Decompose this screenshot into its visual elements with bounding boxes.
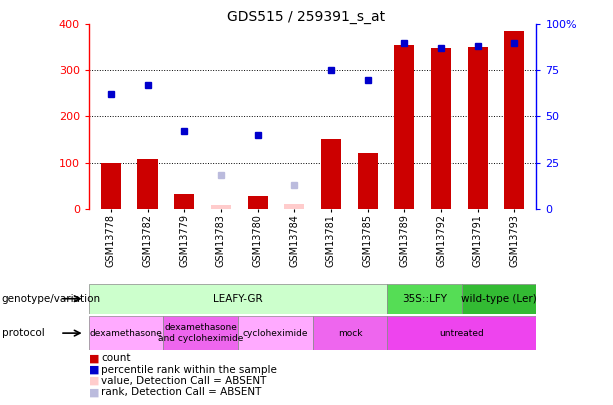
Bar — [101, 164, 121, 209]
Bar — [387, 284, 462, 314]
Text: cycloheximide: cycloheximide — [243, 328, 308, 338]
Text: genotype/variation: genotype/variation — [2, 294, 101, 304]
Text: untreated: untreated — [440, 328, 484, 338]
Bar — [394, 45, 414, 209]
Text: ■: ■ — [89, 354, 99, 363]
Bar — [462, 284, 536, 314]
Text: mock: mock — [338, 328, 362, 338]
Bar — [357, 153, 378, 209]
Text: 35S::LFY: 35S::LFY — [402, 294, 447, 304]
Text: wild-type (Ler): wild-type (Ler) — [461, 294, 537, 304]
Text: ■: ■ — [89, 365, 99, 375]
Bar — [89, 316, 164, 350]
Bar — [211, 205, 231, 209]
Text: protocol: protocol — [2, 328, 45, 338]
Text: percentile rank within the sample: percentile rank within the sample — [101, 365, 277, 375]
Bar — [313, 316, 387, 350]
Bar — [284, 204, 305, 209]
Text: dexamethasone
and cycloheximide: dexamethasone and cycloheximide — [158, 324, 243, 343]
Bar — [164, 316, 238, 350]
Text: value, Detection Call = ABSENT: value, Detection Call = ABSENT — [101, 376, 267, 386]
Bar — [248, 196, 268, 209]
Bar — [431, 48, 451, 209]
Text: count: count — [101, 354, 131, 363]
Bar — [504, 31, 525, 209]
Bar — [89, 284, 387, 314]
Text: LEAFY-GR: LEAFY-GR — [213, 294, 263, 304]
Text: GDS515 / 259391_s_at: GDS515 / 259391_s_at — [227, 10, 386, 24]
Bar — [137, 159, 158, 209]
Text: ■: ■ — [89, 376, 99, 386]
Text: rank, Detection Call = ABSENT: rank, Detection Call = ABSENT — [101, 388, 262, 397]
Text: ■: ■ — [89, 388, 99, 397]
Bar — [174, 194, 194, 209]
Bar — [321, 139, 341, 209]
Bar — [387, 316, 536, 350]
Text: dexamethasone: dexamethasone — [89, 328, 162, 338]
Bar — [468, 47, 488, 209]
Bar — [238, 316, 313, 350]
